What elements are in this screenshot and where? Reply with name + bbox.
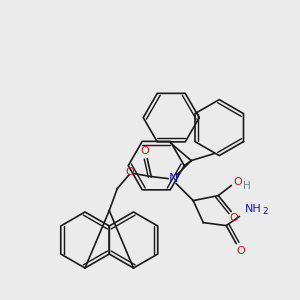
- Text: H: H: [243, 181, 251, 190]
- Text: O: O: [141, 146, 150, 156]
- Text: N: N: [169, 172, 178, 185]
- Text: O: O: [234, 177, 243, 187]
- Text: NH: NH: [245, 204, 262, 214]
- Text: O: O: [126, 167, 135, 177]
- Text: O: O: [237, 246, 246, 256]
- Text: O: O: [230, 213, 239, 223]
- Text: 2: 2: [262, 207, 268, 216]
